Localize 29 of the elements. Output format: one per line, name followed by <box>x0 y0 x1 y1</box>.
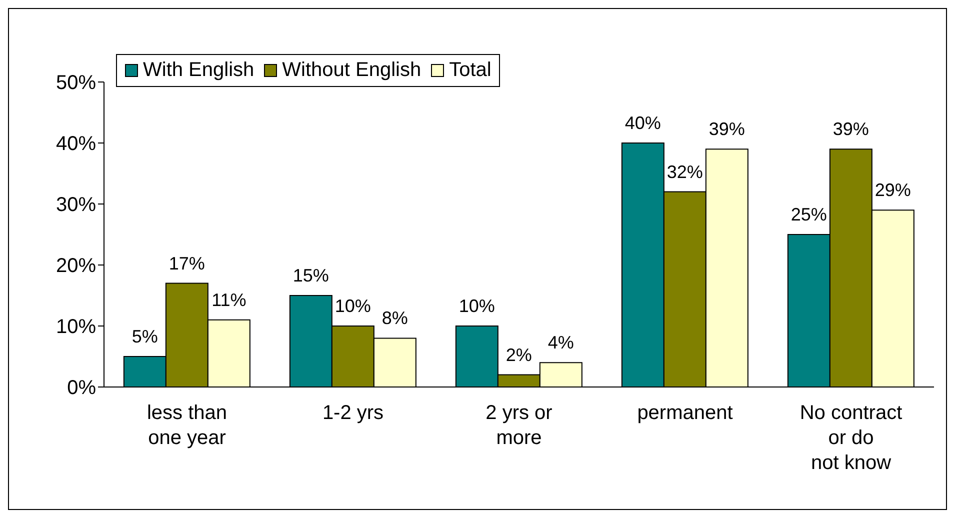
data-label: 29% <box>874 180 911 200</box>
data-label: 10% <box>334 296 371 316</box>
y-tick-label: 20% <box>56 255 96 278</box>
data-label: 11% <box>212 290 246 310</box>
y-tick-label: 50% <box>56 72 96 94</box>
data-label: 39% <box>832 119 869 140</box>
data-label: 15% <box>292 266 329 286</box>
legend-label: Without English <box>281 59 422 82</box>
data-label: 17% <box>168 253 205 274</box>
legend-label: Total <box>448 59 492 82</box>
data-label: 2% <box>506 344 532 365</box>
legend-label: With English <box>142 59 254 82</box>
data-label: 39% <box>708 119 745 140</box>
data-label: 32% <box>666 162 703 182</box>
x-tick-label: 2 yrs or more <box>486 402 553 449</box>
x-tick-label: No contract or do not know <box>800 402 903 474</box>
data-label: 40% <box>624 113 661 133</box>
data-label: 25% <box>790 204 827 224</box>
x-tick-label: 1-2 yrs <box>322 402 384 424</box>
x-tick-label: less than one year <box>146 402 228 449</box>
data-label: 8% <box>382 308 408 328</box>
y-tick-label: 40% <box>56 133 96 156</box>
y-tick-label: 0% <box>67 377 96 400</box>
y-tick-label: 30% <box>56 194 96 216</box>
data-label: 4% <box>548 332 574 353</box>
data-label: 5% <box>132 326 158 346</box>
y-tick-label: 10% <box>56 316 96 338</box>
x-tick-label: permanent <box>637 402 734 424</box>
data-label: 10% <box>458 296 495 316</box>
